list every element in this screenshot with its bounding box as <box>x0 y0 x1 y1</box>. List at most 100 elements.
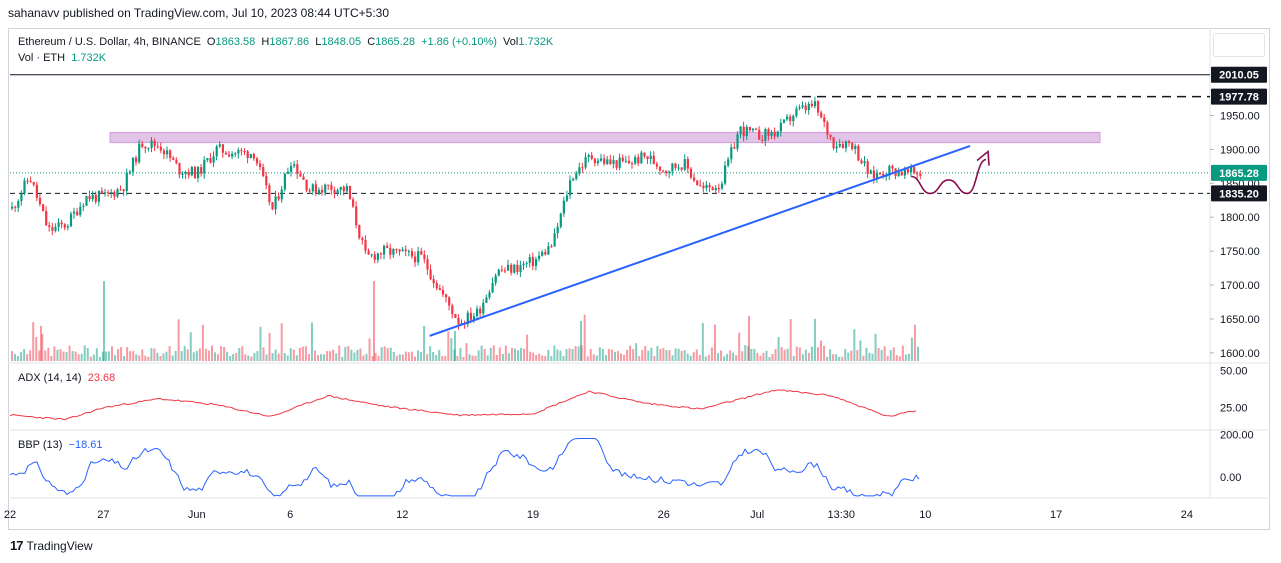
candle-body <box>110 192 113 194</box>
candle-body <box>711 187 714 191</box>
candle-body <box>680 167 683 170</box>
open-value: 1863.58 <box>215 36 256 48</box>
candle-body <box>85 195 88 206</box>
volume-bar <box>617 350 619 361</box>
candle-body <box>107 192 110 194</box>
candle-body <box>166 150 169 155</box>
volume-bar <box>335 353 338 361</box>
volume-bar <box>783 349 786 361</box>
volume-bar <box>104 351 107 361</box>
volume-bar-spike <box>454 331 456 361</box>
volume-bar <box>371 356 374 361</box>
volume-bar <box>704 356 707 361</box>
candle-body <box>435 283 438 289</box>
candle-body <box>42 204 45 212</box>
volume-bar <box>162 353 165 361</box>
high-value: 1867.86 <box>269 36 310 48</box>
candle-body <box>88 195 91 200</box>
volume-bar <box>380 347 383 361</box>
volume-bar <box>32 322 35 361</box>
candle-body <box>823 117 826 123</box>
candle-body <box>652 155 655 164</box>
candle-body <box>674 163 677 168</box>
volume-bar <box>344 346 347 361</box>
volume-bar <box>232 353 235 361</box>
candle-body <box>277 196 280 200</box>
volume-bar <box>723 356 726 361</box>
candle-body <box>20 193 23 202</box>
candle-body <box>755 128 758 130</box>
volume-bar <box>750 348 753 361</box>
volume-bar <box>429 346 432 361</box>
candle-body <box>181 174 184 176</box>
candle-body <box>51 227 54 231</box>
volume-bar <box>289 348 292 361</box>
volume-bar <box>535 355 538 361</box>
candle-body <box>860 160 863 164</box>
volume-bar <box>274 349 277 361</box>
candle-body <box>69 213 73 227</box>
candle-body <box>156 146 159 148</box>
candle-body <box>17 201 20 208</box>
candle-body <box>91 194 94 200</box>
volume-bar <box>629 345 632 361</box>
volume-bar <box>729 350 732 361</box>
volume-bar <box>53 346 56 361</box>
candle-body <box>705 184 708 189</box>
volume-bar <box>471 355 474 361</box>
candle-body <box>342 186 345 192</box>
chart-settings-button[interactable] <box>1213 33 1265 57</box>
time-tick-label: Jul <box>750 509 764 521</box>
price-tick-label: 1750.00 <box>1220 246 1260 258</box>
price-tick-label: 1650.00 <box>1220 314 1260 326</box>
volume-bar <box>413 356 416 361</box>
candle-body <box>838 144 841 147</box>
volume-bar <box>377 355 380 361</box>
volume-bar <box>265 354 268 361</box>
volume-bar <box>441 355 444 361</box>
candle-body <box>596 160 600 164</box>
volume-bar <box>626 349 629 361</box>
volume-bar <box>874 333 877 361</box>
price-tick-label: 1950.00 <box>1220 110 1260 122</box>
volume-bar <box>829 349 832 361</box>
time-tick-label: 13:30 <box>827 509 855 521</box>
candle-body <box>627 160 631 164</box>
volume-bar <box>556 349 559 361</box>
candle-body <box>813 101 817 107</box>
volume-bar <box>480 345 483 361</box>
volume-bar <box>665 350 668 361</box>
candle-body <box>913 166 916 174</box>
volume-bar <box>11 351 13 361</box>
candle-body <box>311 184 314 192</box>
candle-body <box>482 302 485 314</box>
volume-bar <box>698 354 701 361</box>
candle-body <box>383 245 386 255</box>
candle-body <box>48 225 51 228</box>
volume-bar <box>438 349 441 361</box>
volume-bar <box>350 349 353 361</box>
candle-body <box>466 312 469 325</box>
volume-bar <box>650 347 653 361</box>
candle-body <box>779 122 782 132</box>
volume-bar <box>129 351 132 361</box>
candle-body <box>826 122 829 135</box>
volume-bar <box>816 347 819 361</box>
candle-body <box>29 181 32 183</box>
volume-bar <box>50 356 53 361</box>
candle-body <box>128 171 131 174</box>
candle-body <box>113 192 116 197</box>
volume-bar <box>223 347 226 361</box>
candle-body <box>559 213 562 227</box>
candle-body <box>54 226 57 231</box>
volume-bar <box>759 355 762 361</box>
candle-body <box>494 275 497 283</box>
volume-bar <box>138 355 141 361</box>
volume-bar <box>423 326 426 361</box>
volume-bar <box>456 355 459 361</box>
candle-body <box>66 226 69 228</box>
volume-bar <box>895 355 898 361</box>
volume-bar <box>532 352 535 361</box>
volume-bar <box>314 350 316 361</box>
